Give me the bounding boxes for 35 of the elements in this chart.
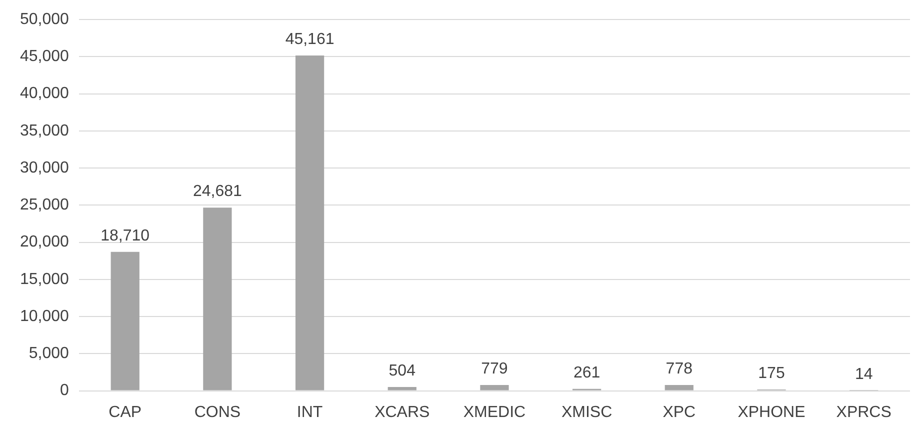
y-tick-label: 30,000 [20,159,70,176]
data-label: 24,681 [192,182,242,200]
y-tick-label: 5,000 [28,345,70,362]
data-label: 14 [854,366,873,384]
bar [110,252,140,390]
data-label: 261 [573,364,600,382]
y-tick-label: 20,000 [20,234,70,251]
x-tick-label: INT [296,404,323,421]
data-label: 778 [666,360,693,378]
x-tick-label: XCARS [374,404,430,421]
bar [480,385,509,390]
y-tick-label: 10,000 [20,308,70,325]
x-tick-label: XMEDIC [463,404,526,421]
x-tick-label: XPC [662,404,696,421]
y-tick-label: 45,000 [20,48,70,66]
x-tick-label: XPHONE [738,404,806,421]
y-tick-label: 15,000 [20,270,70,288]
y-tick-label: 0 [60,382,70,400]
y-tick-label: 40,000 [20,85,70,102]
bar [203,208,232,390]
data-label: 779 [481,360,508,378]
y-tick-label: 25,000 [20,196,70,214]
data-label: 175 [758,364,785,382]
bar [295,56,324,390]
bar [664,385,694,390]
data-label: 18,710 [100,227,150,244]
data-label: 504 [388,362,416,380]
bar [388,387,416,390]
x-tick-label: CAP [108,404,142,421]
y-tick-label: 35,000 [20,122,70,140]
x-tick-label: CONS [194,404,241,421]
y-tick-label: 50,000 [20,11,70,28]
x-tick-label: XPRCS [836,404,892,421]
x-tick-label: XMISC [561,404,612,421]
data-label: 45,161 [285,30,334,48]
